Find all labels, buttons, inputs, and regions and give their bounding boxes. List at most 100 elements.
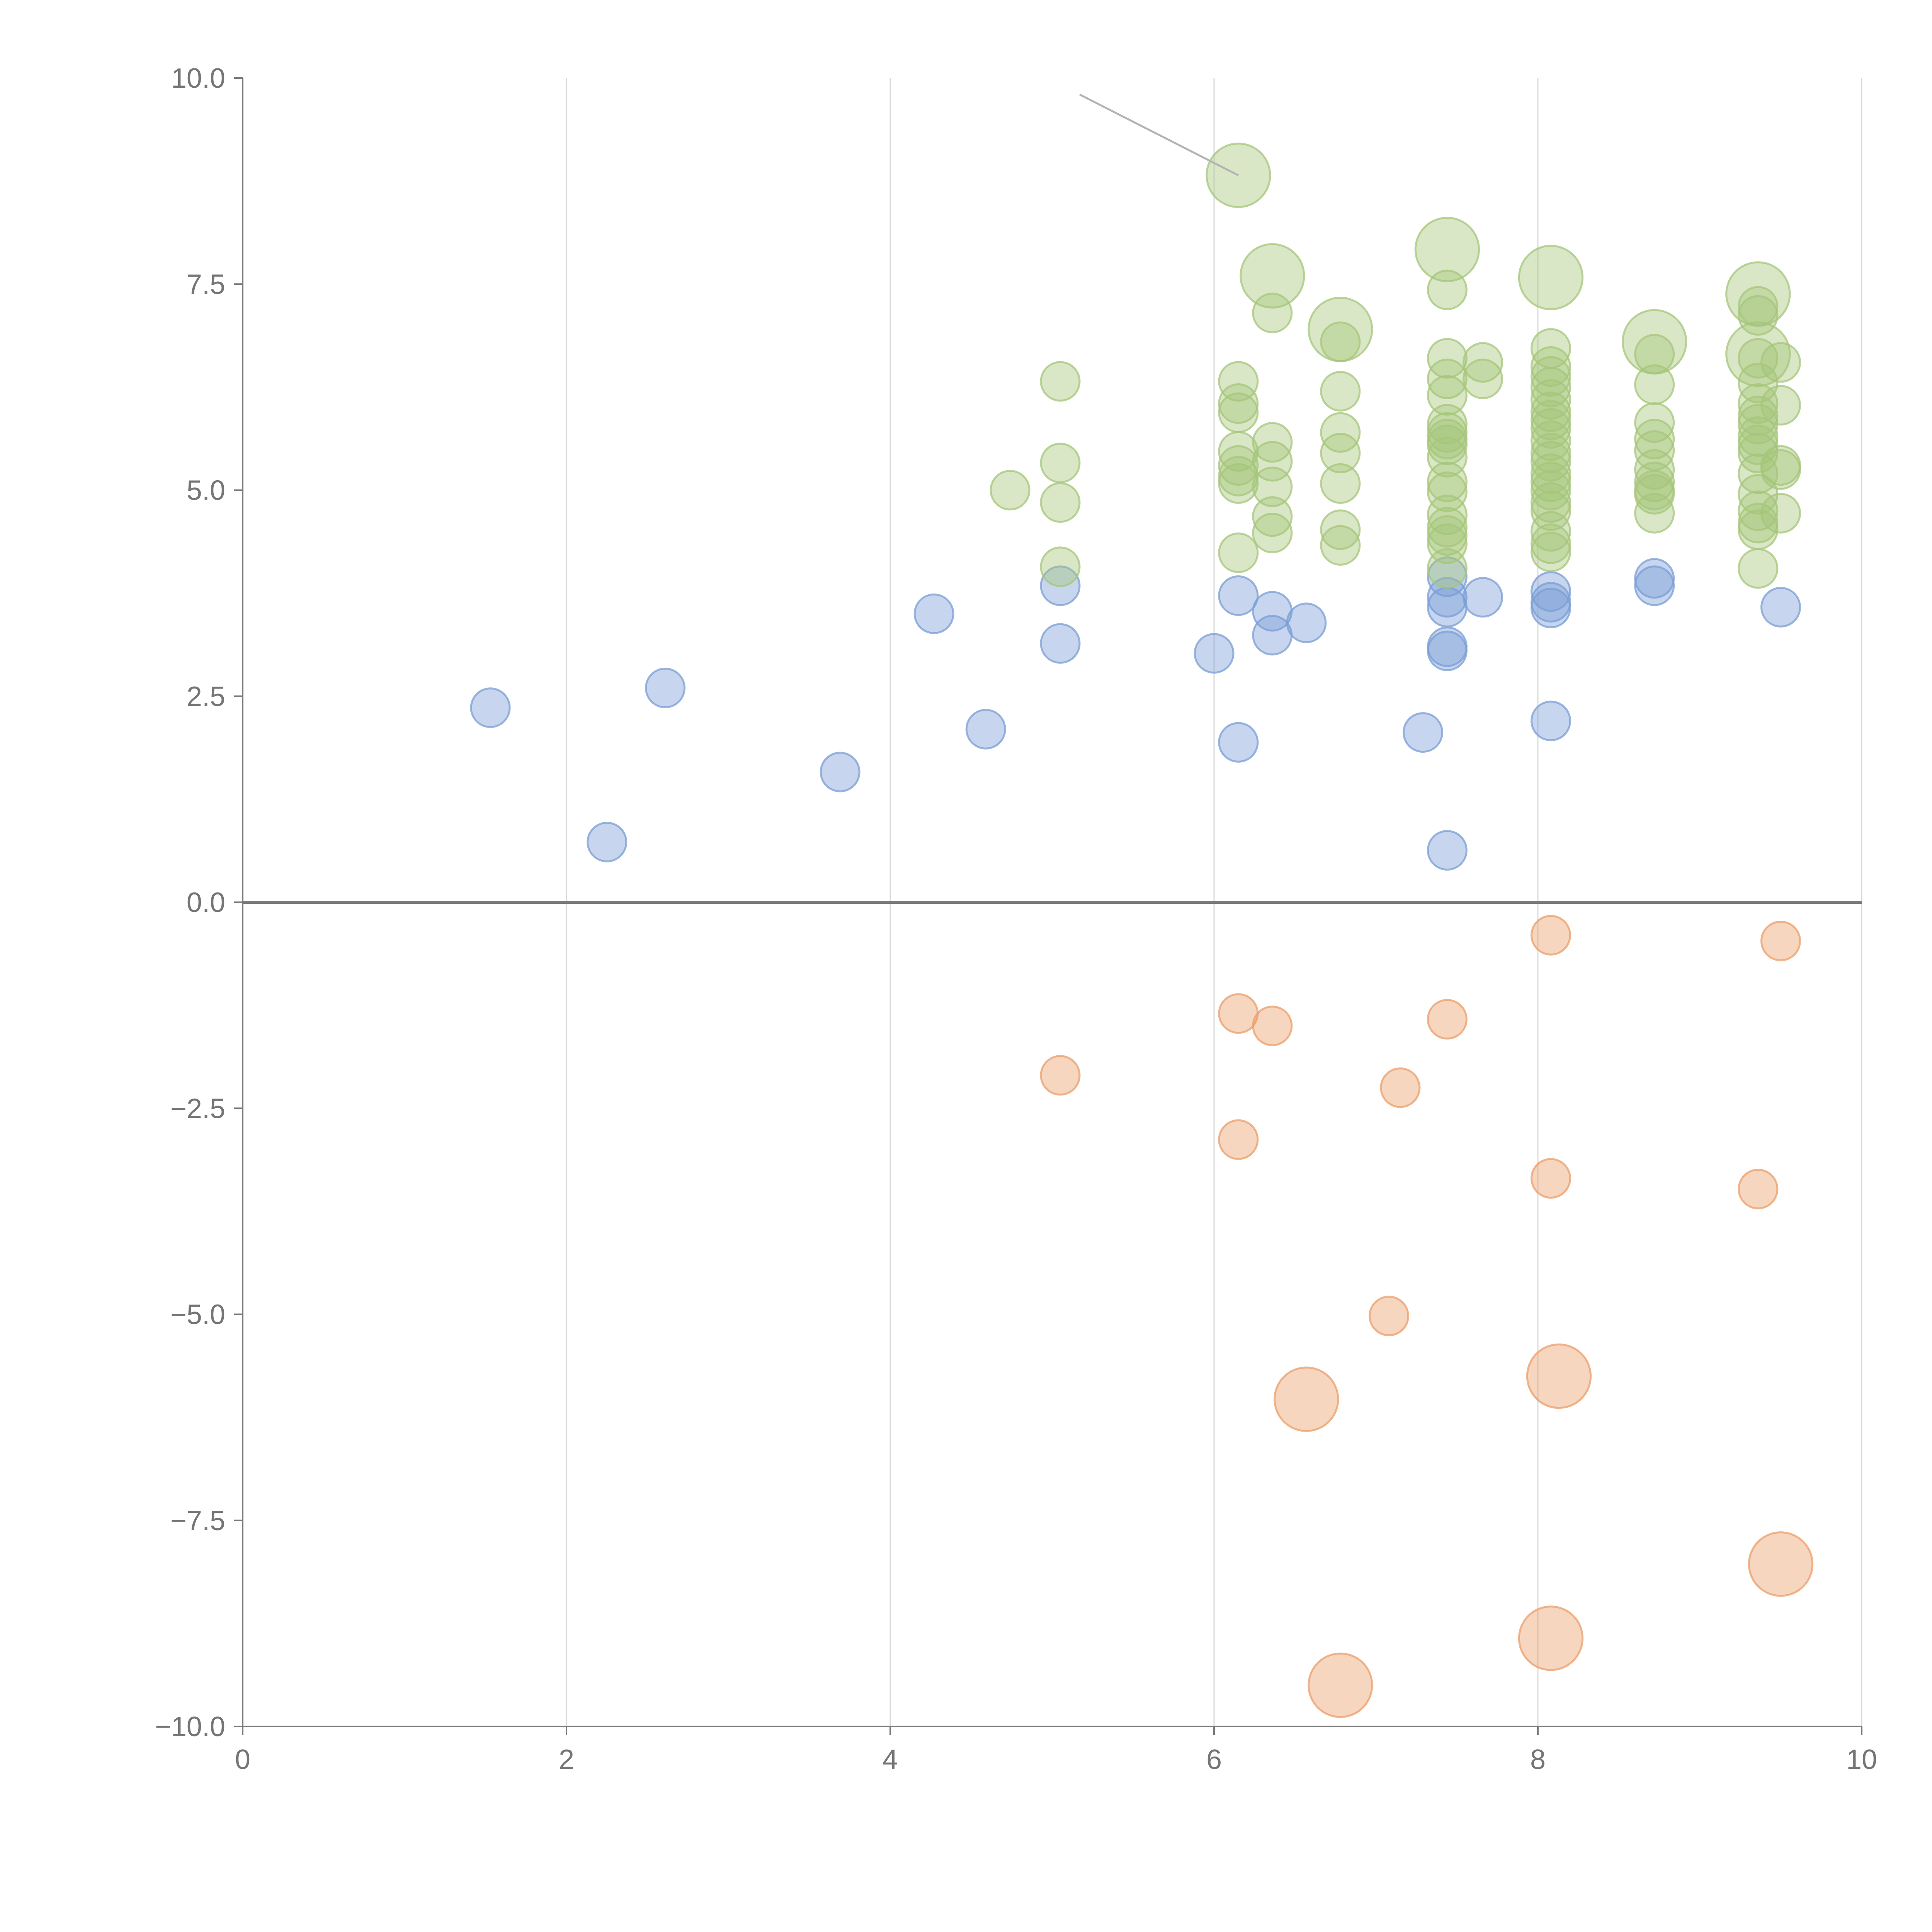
green-point: [1320, 463, 1361, 504]
x-tick-label: 8: [1530, 1744, 1546, 1775]
orange-point: [1218, 1119, 1259, 1160]
green-point: [1531, 470, 1571, 510]
green-point: [1427, 424, 1468, 465]
blue-point: [1218, 575, 1259, 616]
green-point: [1427, 269, 1468, 310]
blue-point: [1531, 588, 1571, 629]
green-point: [990, 470, 1031, 510]
green-point: [1760, 385, 1801, 426]
orange-point: [1218, 993, 1259, 1034]
orange-point: [1380, 1067, 1421, 1108]
green-point: [1218, 463, 1259, 504]
green-point: [1634, 461, 1675, 502]
blue-point: [470, 687, 511, 728]
axes: [234, 77, 1862, 1735]
green-point: [1206, 143, 1271, 208]
green-point: [1738, 286, 1779, 327]
green-point: [1218, 431, 1259, 472]
blue-point: [1634, 565, 1675, 606]
y-tick-label: −7.5: [170, 1505, 225, 1536]
orange-point: [1040, 1055, 1081, 1096]
green-point: [1738, 295, 1779, 336]
green-point: [1738, 433, 1779, 474]
y-tick-label: 10.0: [171, 63, 225, 94]
green-point: [1760, 493, 1801, 534]
green-point: [1531, 523, 1571, 564]
x-tick-label: 4: [883, 1744, 898, 1775]
x-tick-label: 6: [1206, 1744, 1222, 1775]
green-point: [1427, 375, 1468, 416]
y-tick-label: −5.0: [170, 1299, 225, 1330]
orange-point: [1369, 1296, 1410, 1337]
green-point: [1414, 217, 1480, 282]
green-point: [1531, 367, 1571, 408]
green-point: [1531, 531, 1571, 572]
green-point: [1531, 482, 1571, 523]
green-point: [1531, 379, 1571, 420]
green-point: [1427, 338, 1468, 379]
green-point: [1463, 359, 1503, 400]
green-point: [1738, 396, 1779, 437]
green-point: [1427, 515, 1468, 556]
blue-point: [1286, 602, 1327, 643]
green-point: [1427, 494, 1468, 535]
blue-point: [820, 752, 861, 793]
green-point: [1518, 245, 1584, 310]
blue-point: [913, 593, 954, 634]
x-tick-label: 2: [559, 1744, 574, 1775]
blue-point: [1427, 830, 1468, 871]
green-point: [1634, 418, 1675, 459]
blue-point: [1427, 587, 1468, 628]
green-point: [1738, 383, 1779, 424]
green-point: [1531, 420, 1571, 461]
green-point: [1634, 402, 1675, 443]
green-point: [1427, 507, 1468, 548]
green-point: [1252, 293, 1293, 333]
orange-point: [1531, 915, 1571, 956]
blue-point: [1427, 556, 1468, 597]
green-point: [1320, 433, 1361, 474]
green-point: [1738, 362, 1779, 403]
green-point: [1218, 361, 1259, 402]
green-point: [1531, 346, 1571, 387]
tick-labels: 0 2 4 6 8 10 10.0 7.5 5.0 2.5 0.0 −2.5 −5.0 −7.5 −10.0: [155, 63, 1877, 1775]
green-point: [1634, 334, 1675, 375]
green-point: [1320, 525, 1361, 566]
green-point: [1320, 371, 1361, 412]
blue-point: [587, 821, 628, 862]
green-point: [1240, 243, 1305, 309]
x-tick-label: 10: [1846, 1744, 1877, 1775]
green-point: [1218, 445, 1259, 486]
y-tick-label: −10.0: [155, 1711, 225, 1742]
y-tick-label: 5.0: [187, 475, 225, 506]
blue-point: [965, 709, 1006, 750]
orange-point: [1531, 1158, 1571, 1199]
green-point: [1218, 532, 1259, 573]
green-point: [1531, 511, 1571, 552]
y-tick-label: 0.0: [187, 887, 225, 918]
green-point: [1634, 449, 1675, 490]
green-point: [1320, 412, 1361, 453]
green-point: [1531, 433, 1571, 474]
orange-point: [1526, 1343, 1592, 1409]
green-point: [1531, 391, 1571, 432]
orange-point: [1252, 1005, 1293, 1046]
blue-point: [1040, 623, 1081, 664]
blue-point: [1194, 633, 1235, 674]
green-point: [1040, 546, 1081, 587]
blue-point: [1252, 615, 1293, 656]
green-point: [1320, 321, 1361, 362]
orange-point: [1760, 920, 1801, 961]
green-point: [1531, 461, 1571, 502]
green-point: [1252, 466, 1293, 507]
y-tick-label: 7.5: [187, 269, 225, 300]
green-point: [1531, 408, 1571, 449]
green-point: [1531, 453, 1571, 494]
orange-point: [1738, 1168, 1779, 1209]
annotation-leader-line: [1079, 94, 1239, 176]
green-point: [1738, 548, 1779, 589]
orange-point: [1427, 999, 1468, 1040]
green-point: [1427, 523, 1468, 564]
blue-point: [1531, 701, 1571, 742]
